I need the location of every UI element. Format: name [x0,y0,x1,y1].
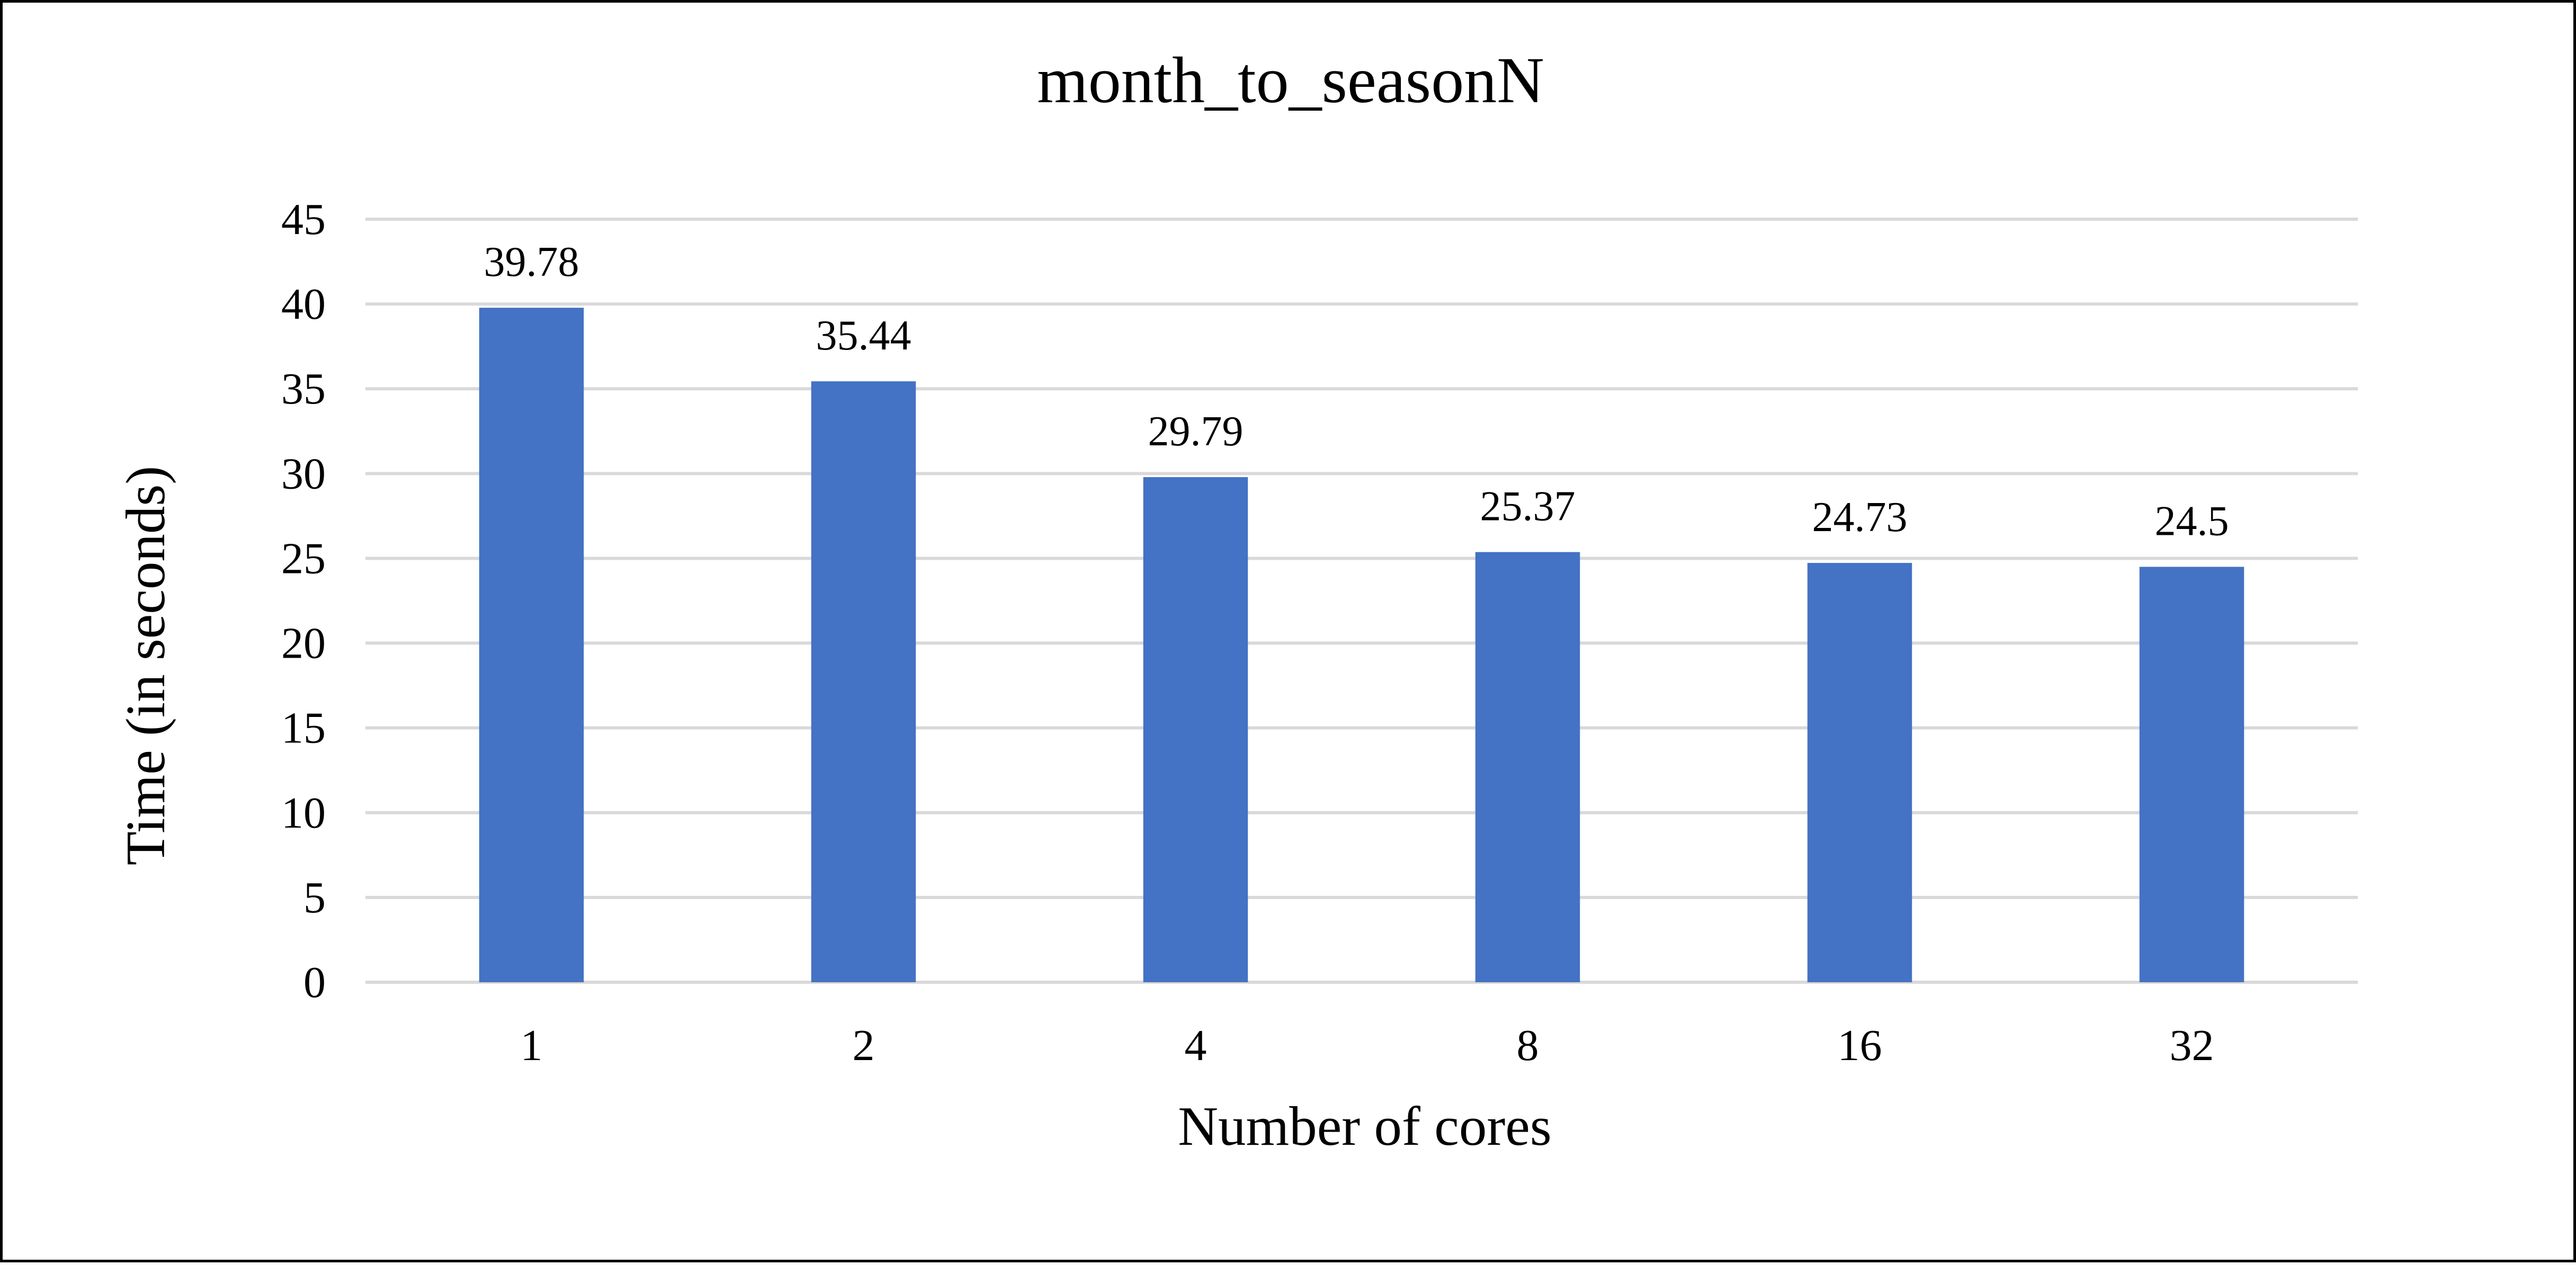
y-tick-label: 45 [281,195,326,244]
bar-1 [479,308,584,982]
x-tick-label: 1 [521,1021,543,1070]
chart-title: month_to_seasonN [1037,44,1544,116]
x-tick-label: 8 [1517,1021,1539,1070]
x-axis-ticks: 1 2 4 8 16 32 [521,1021,2214,1070]
data-label: 29.79 [1148,408,1244,455]
y-tick-label: 20 [281,619,326,668]
bar-2 [811,381,916,982]
bar-chart: month_to_seasonN 39.78 35.44 29.79 25.37 24.… [114,44,2358,1157]
data-label: 35.44 [816,312,911,359]
data-label: 39.78 [484,239,579,285]
y-tick-label: 25 [281,534,326,583]
bar-4 [1143,477,1248,982]
bar-32 [2139,567,2244,982]
y-tick-label: 15 [281,704,326,753]
bar-8 [1475,552,1580,982]
data-label: 24.73 [1812,494,1908,541]
y-tick-label: 5 [303,873,326,922]
y-axis-ticks: 0 5 10 15 20 25 30 35 40 45 [281,195,326,1007]
y-tick-label: 0 [303,958,326,1007]
data-label: 24.5 [2155,498,2229,544]
bar-16 [1807,563,1912,982]
x-tick-label: 2 [853,1021,875,1070]
y-axis-label: Time (in seconds) [114,466,176,865]
gridlines [365,218,2358,984]
x-tick-label: 16 [1838,1021,1882,1070]
x-tick-label: 32 [2170,1021,2214,1070]
bars [479,308,2244,982]
y-tick-label: 40 [281,280,326,329]
y-tick-label: 10 [281,788,326,838]
data-label: 25.37 [1480,483,1576,530]
data-labels: 39.78 35.44 29.79 25.37 24.73 24.5 [484,239,2229,544]
x-axis-label: Number of cores [1178,1095,1552,1157]
x-tick-label: 4 [1185,1021,1207,1070]
y-tick-label: 35 [281,364,326,414]
y-tick-label: 30 [281,449,326,498]
